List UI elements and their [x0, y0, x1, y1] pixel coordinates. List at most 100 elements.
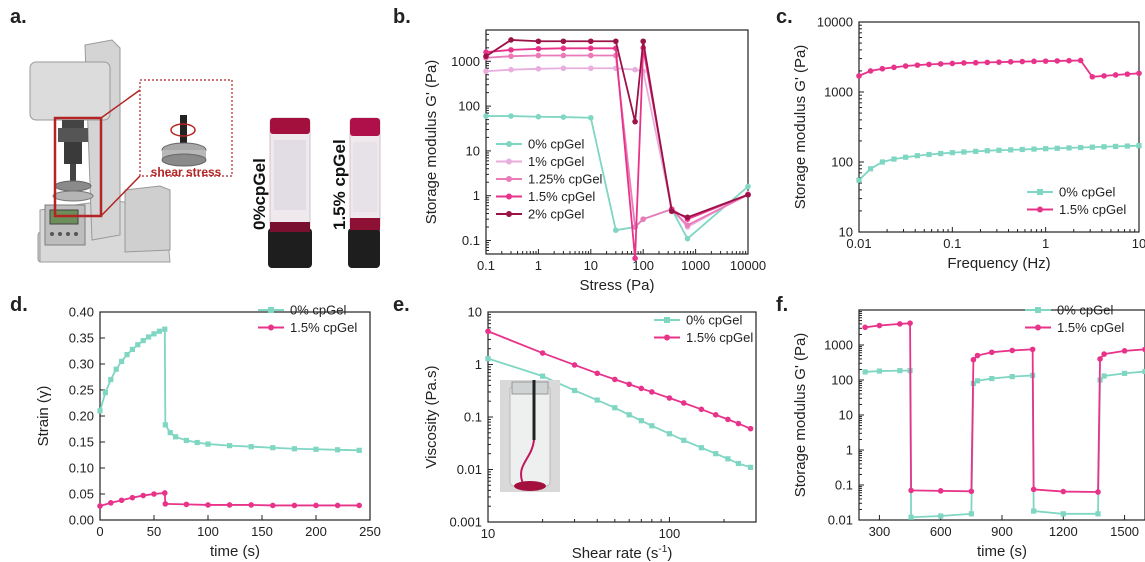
- data-point: [1095, 511, 1101, 517]
- y-tick-label: 0.35: [69, 331, 94, 346]
- data-point: [560, 45, 567, 52]
- x-tick-label: 0.1: [477, 258, 495, 273]
- data-point: [713, 451, 719, 457]
- data-point: [1101, 73, 1107, 79]
- legend-marker: [506, 193, 512, 200]
- chart-b-amplitude-sweep: 0.1 1 10 100 1000 10000 0.1 1 10 100 1000 Stress (P…: [423, 29, 766, 294]
- data-point: [119, 358, 125, 364]
- data-point: [891, 156, 897, 162]
- data-point: [961, 149, 967, 155]
- data-point: [876, 368, 883, 374]
- legend-marker: [506, 176, 512, 182]
- data-point: [594, 397, 600, 403]
- data-point: [183, 437, 189, 444]
- panel-label-d: d.: [10, 294, 28, 316]
- data-point: [588, 114, 594, 121]
- data-point: [588, 45, 594, 52]
- data-point: [162, 490, 168, 496]
- x-tick-label: 200: [305, 524, 327, 539]
- data-point: [1089, 73, 1096, 80]
- data-point: [684, 214, 691, 221]
- data-point: [666, 395, 673, 401]
- data-point: [747, 425, 754, 432]
- data-point: [1136, 70, 1142, 77]
- y-tick-label: 100: [831, 155, 853, 170]
- legend-marker: [664, 317, 670, 323]
- data-point: [937, 488, 944, 494]
- panel-label-c: c.: [776, 6, 793, 28]
- data-point: [483, 68, 489, 75]
- data-point: [539, 350, 546, 356]
- data-point: [560, 52, 567, 59]
- y-tick-label: 1: [475, 357, 482, 372]
- panel-label-b: b.: [393, 6, 411, 28]
- data-point: [108, 377, 114, 383]
- data-point: [1031, 508, 1037, 514]
- x-tick-label: 1: [1042, 236, 1049, 251]
- data-point: [745, 183, 751, 190]
- data-point: [108, 500, 114, 506]
- legend-marker: [268, 307, 274, 313]
- series-line: [486, 115, 749, 241]
- data-point: [535, 46, 542, 52]
- data-point: [140, 492, 146, 499]
- data-point: [156, 328, 162, 334]
- data-point: [1101, 351, 1107, 357]
- data-point: [908, 487, 914, 494]
- data-point: [1060, 488, 1067, 495]
- data-point: [1019, 146, 1025, 153]
- x-tick-label: 50: [147, 524, 161, 539]
- data-point: [926, 61, 932, 68]
- legend-label: 0% cpGel: [290, 303, 346, 318]
- data-point: [1124, 71, 1131, 77]
- data-point: [897, 321, 903, 327]
- data-point: [135, 342, 141, 348]
- y-tick-label: 10000: [817, 15, 853, 30]
- data-point: [248, 502, 254, 508]
- data-point: [988, 349, 995, 356]
- legend-marker: [506, 141, 512, 147]
- data-point: [862, 369, 868, 375]
- data-point: [1030, 486, 1037, 493]
- x-axis-label-end: ): [667, 545, 672, 562]
- data-point: [129, 494, 136, 501]
- data-point: [1136, 143, 1142, 149]
- data-point: [856, 73, 862, 79]
- x-tick-label: 600: [930, 524, 952, 539]
- legend-label: 0% cpGel: [686, 313, 742, 328]
- data-point: [560, 114, 567, 120]
- data-point: [540, 373, 546, 379]
- x-tick-label: 10: [584, 258, 598, 273]
- data-point: [725, 456, 731, 462]
- data-point: [949, 150, 955, 156]
- plot-frame: [858, 309, 1145, 521]
- legend-marker: [1037, 206, 1043, 213]
- data-point: [1054, 145, 1060, 151]
- y-tick-label: 1: [846, 443, 853, 458]
- data-point: [712, 412, 719, 418]
- data-point: [1078, 144, 1084, 151]
- data-point: [1142, 368, 1145, 375]
- data-point: [560, 38, 567, 45]
- data-point: [1095, 489, 1101, 495]
- callout-text: shear stress: [151, 165, 222, 179]
- data-point: [334, 502, 341, 509]
- data-point: [632, 66, 638, 73]
- data-point: [974, 378, 981, 384]
- data-point: [972, 59, 979, 66]
- data-point: [1029, 346, 1036, 353]
- data-point: [926, 151, 932, 158]
- data-point: [735, 460, 742, 467]
- y-tick-label: 0.1: [464, 410, 482, 425]
- data-point: [891, 64, 897, 71]
- chart-c-frequency-sweep: 0.01 0.1 1 10 10 100 1000 10000 Frequency (Hz) St…: [792, 15, 1145, 273]
- data-point: [626, 412, 632, 418]
- data-point: [862, 324, 868, 331]
- data-point: [908, 514, 914, 520]
- legend-marker: [506, 211, 512, 217]
- data-point: [640, 216, 646, 222]
- data-point: [867, 68, 874, 74]
- x-tick-label: 10: [1132, 236, 1145, 251]
- y-axis-label: Storage modulus G' (Pa): [792, 333, 809, 498]
- y-tick-label: 0.05: [69, 487, 94, 502]
